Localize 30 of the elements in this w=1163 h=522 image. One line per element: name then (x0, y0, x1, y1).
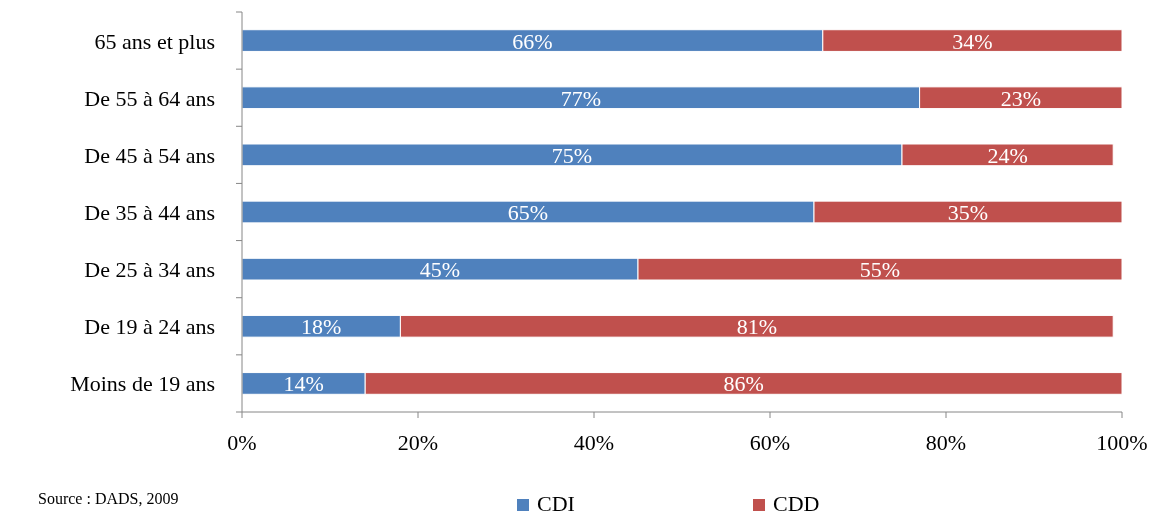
data-label: 81% (736, 314, 777, 340)
data-label: 18% (301, 314, 342, 340)
x-tick-label: 20% (397, 430, 439, 455)
y-tick-label: De 55 à 64 ans (84, 85, 215, 111)
data-label: 14% (283, 371, 324, 397)
data-label: 75% (551, 142, 593, 168)
data-label: 77% (560, 85, 601, 111)
legend-label: CDI (537, 491, 575, 516)
y-tick-label: De 45 à 54 ans (84, 142, 215, 168)
x-tick-label: 100% (1096, 430, 1148, 455)
y-tick-label: De 35 à 44 ans (84, 200, 215, 225)
data-label: 35% (947, 200, 989, 225)
data-label: 23% (1000, 85, 1041, 111)
y-tick-label: 65 ans et plus (94, 28, 215, 54)
data-label: 55% (859, 257, 901, 283)
data-label: 45% (419, 257, 461, 283)
x-tick-label: 80% (925, 430, 967, 455)
data-label: 34% (952, 28, 993, 54)
y-tick-label: De 25 à 34 ans (84, 257, 215, 283)
y-tick-label: Moins de 19 ans (70, 371, 215, 397)
data-label: 66% (512, 28, 553, 54)
x-tick-label: 0% (227, 430, 257, 455)
x-tick-label: 40% (573, 430, 615, 455)
source-note: Source : DADS, 2009 (38, 490, 179, 507)
y-tick-label: De 19 à 24 ans (84, 314, 215, 340)
x-tick-label: 60% (749, 430, 791, 455)
data-label: 65% (507, 200, 549, 225)
data-label: 24% (987, 142, 1028, 168)
data-label: 86% (723, 371, 764, 397)
legend-label: CDD (773, 491, 820, 516)
